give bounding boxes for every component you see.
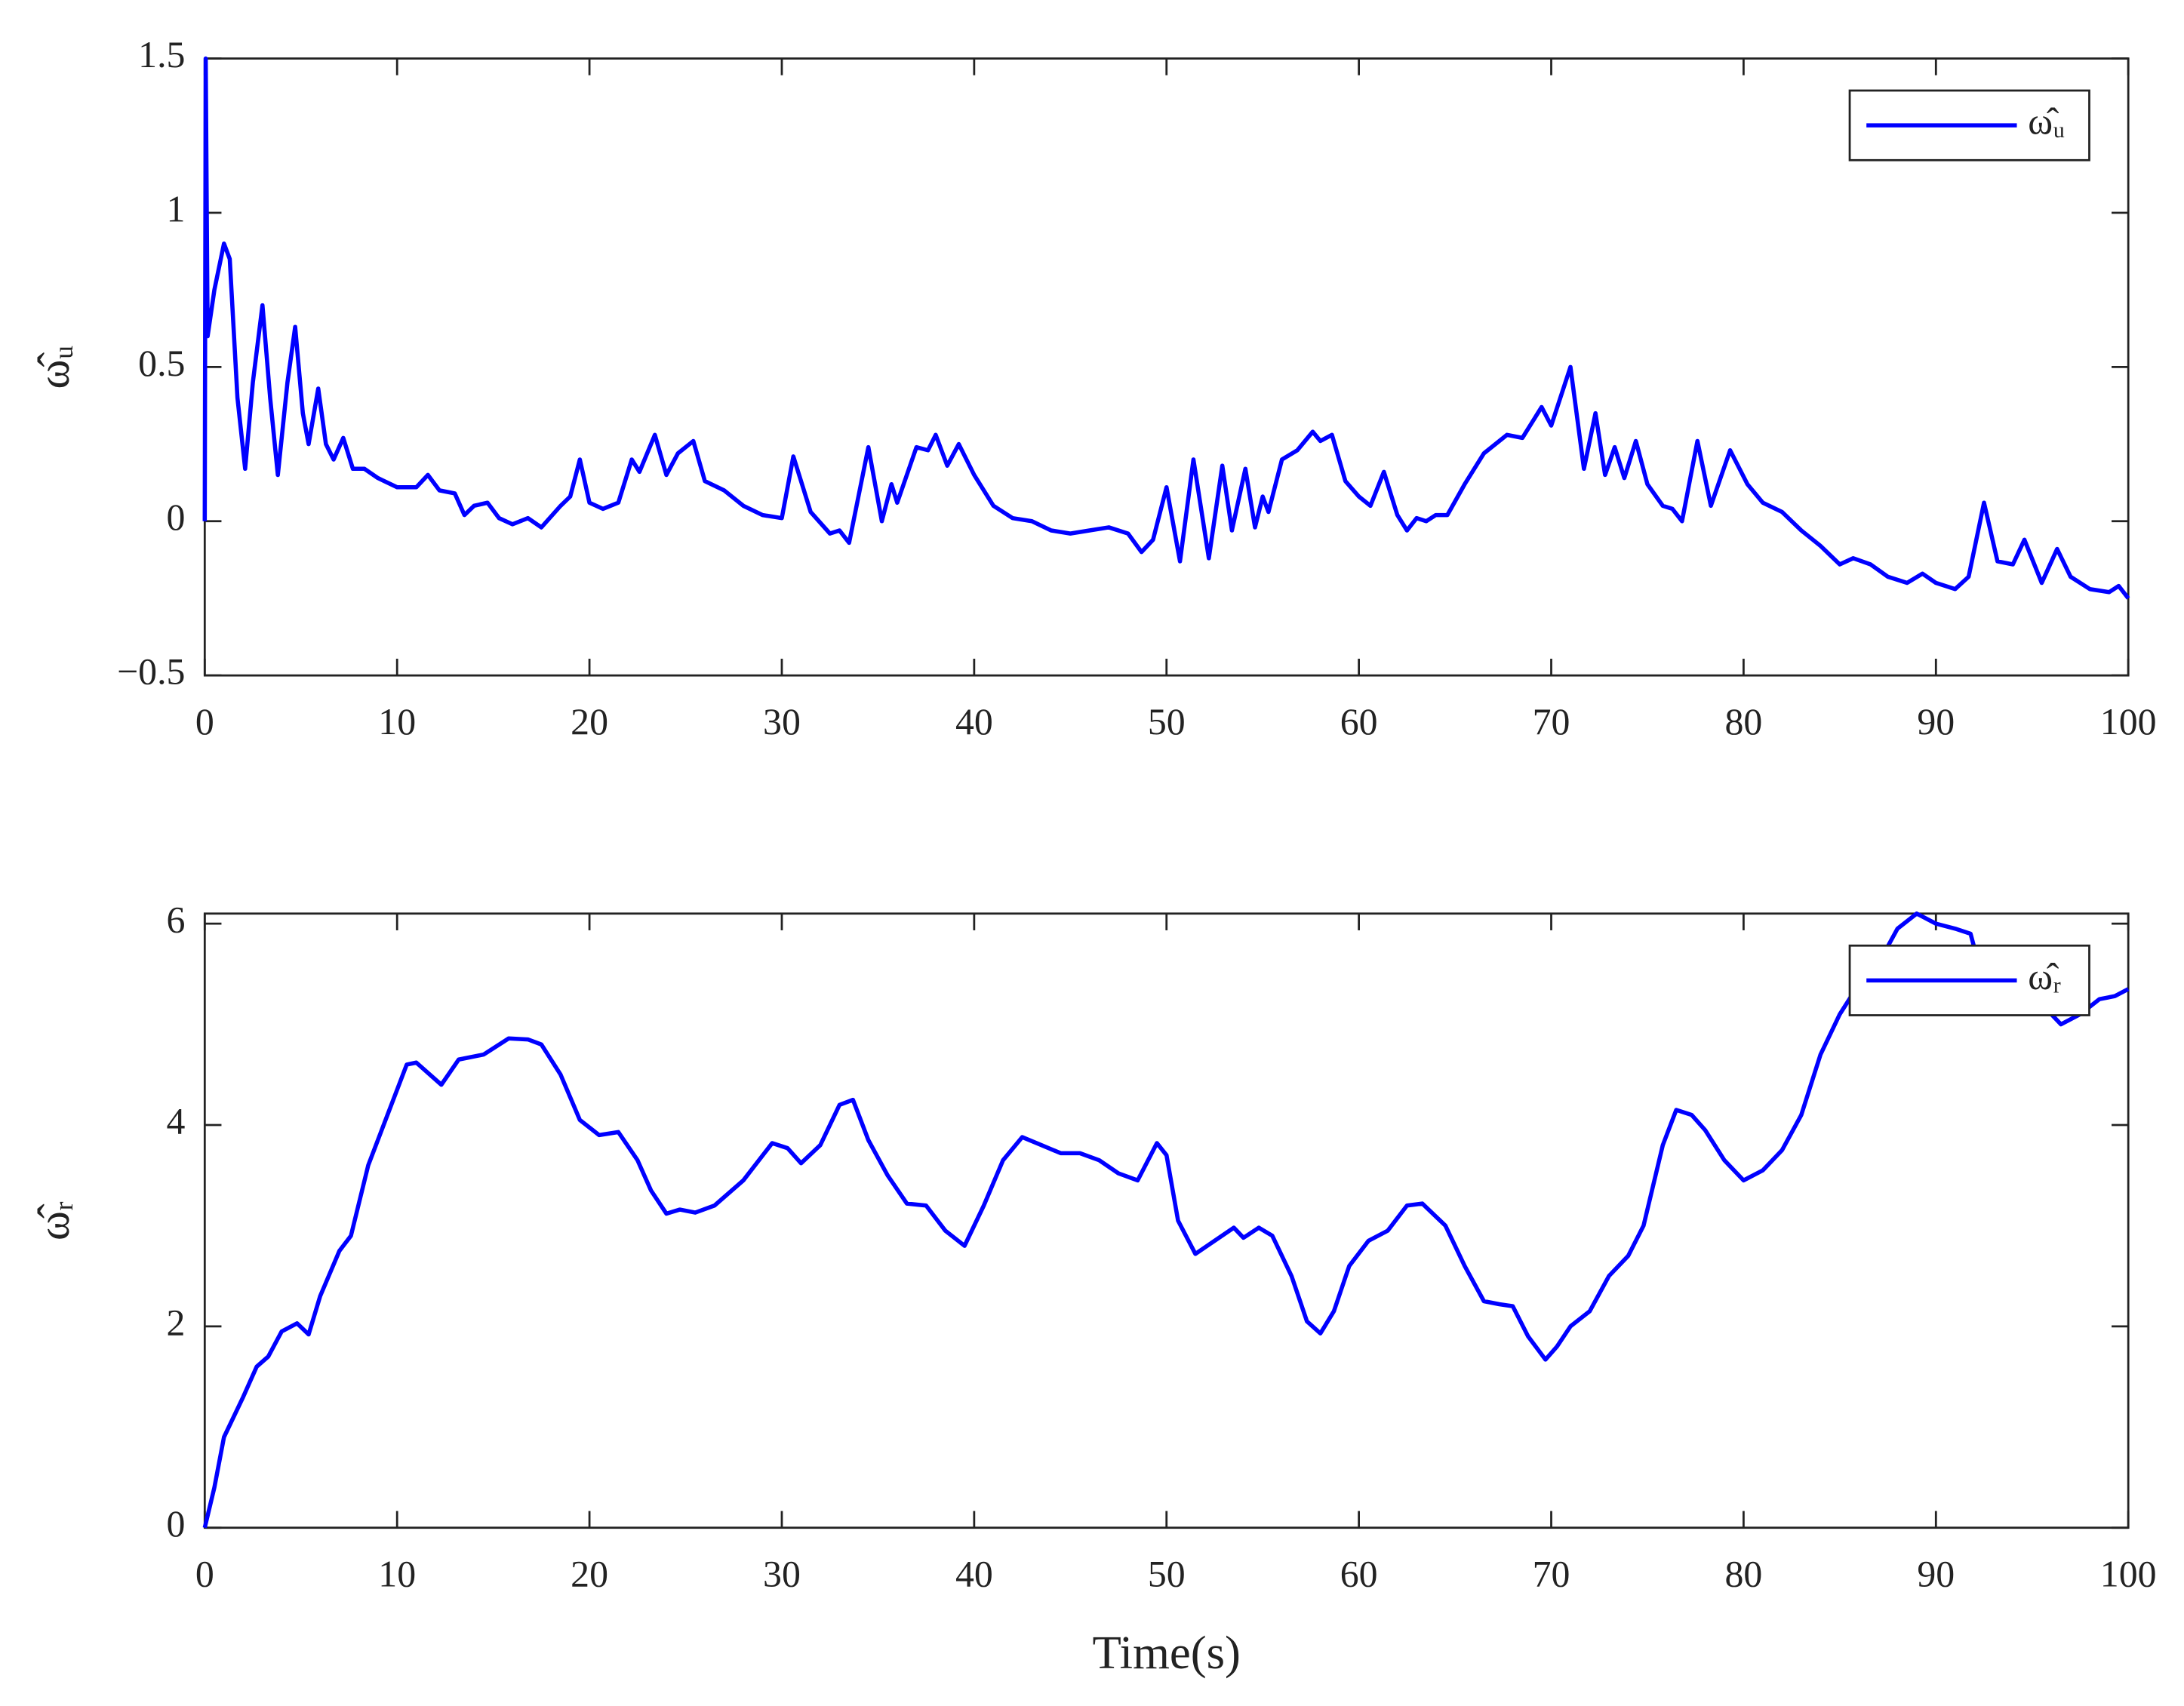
data-line [202,911,2130,1529]
x-axis-label: Time(s) [1093,1626,1241,1679]
x-tick-label: 50 [1148,1554,1186,1595]
y-tick-label: −0.5 [117,651,185,693]
x-tick-label: 30 [763,1554,801,1595]
x-tick-label: 90 [1917,701,1955,742]
y-tick-label: 6 [167,899,186,941]
x-tick-label: 80 [1724,1554,1762,1595]
x-tick-label: 80 [1724,701,1762,742]
legend-label: ω̂ᵤ [2028,101,2065,143]
plot-area [203,57,2130,677]
x-tick-label: 0 [195,1554,214,1595]
x-tick-label: 0 [195,701,214,742]
x-tick-label: 70 [1533,701,1570,742]
x-tick-label: 90 [1917,1554,1955,1595]
x-tick-label: 20 [571,701,608,742]
y-tick-label: 4 [167,1100,186,1142]
y-tick-label: 0 [167,1503,186,1545]
x-tick-label: 100 [2100,1554,2157,1595]
x-tick-label: 30 [763,701,801,742]
data-line [202,56,2130,600]
y-tick-label: 1 [167,188,186,229]
plot-area [203,912,2130,1529]
x-tick-label: 50 [1148,701,1186,742]
y-tick-label: 1.5 [138,34,185,75]
x-tick-label: 100 [2100,701,2157,742]
x-tick-label: 40 [955,1554,993,1595]
y-tick-label: 2 [167,1302,186,1343]
x-tick-label: 40 [955,701,993,742]
x-tick-label: 60 [1340,1554,1378,1595]
x-tick-label: 20 [571,1554,608,1595]
y-axis-label: ω̂ᵣ [29,1201,78,1240]
x-tick-label: 10 [378,1554,416,1595]
y-tick-label: 0 [167,496,186,538]
y-tick-label: 0.5 [138,343,185,384]
x-tick-label: 60 [1340,701,1378,742]
x-tick-label: 70 [1533,1554,1570,1595]
x-tick-label: 10 [378,701,416,742]
y-axis-label: ω̂ᵤ [29,345,78,389]
legend-label: ω̂ᵣ [2028,956,2061,997]
